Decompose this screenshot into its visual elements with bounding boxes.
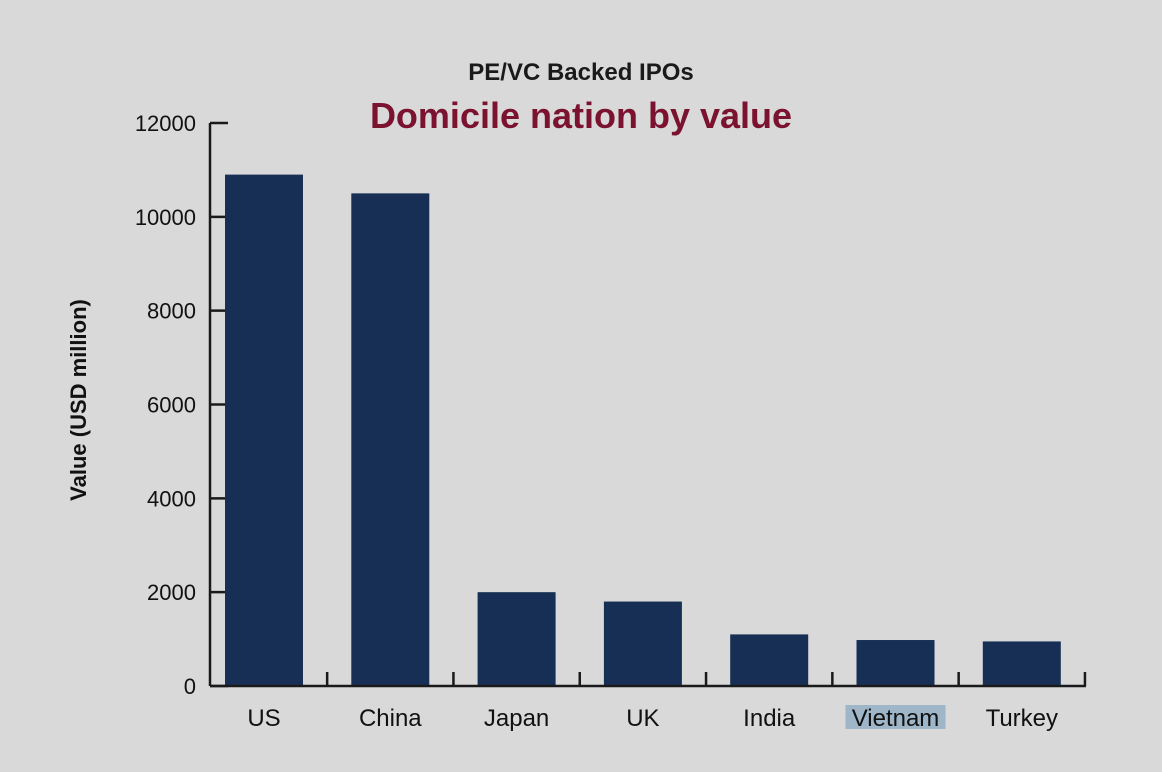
- y-axis-ticks: 0 2000 4000 6000 8000 10000 12000: [135, 111, 228, 699]
- x-category-label: Japan: [484, 705, 549, 732]
- bar-uk: [603, 601, 682, 686]
- y-tick-label: 0: [184, 674, 196, 699]
- y-tick-label: 4000: [147, 486, 196, 511]
- x-category-label: Turkey: [986, 705, 1058, 732]
- y-tick-label: 12000: [135, 111, 196, 136]
- text-selection-highlight: [845, 705, 946, 729]
- y-tick-label: 6000: [147, 393, 196, 418]
- x-category-label: India: [743, 705, 796, 732]
- bar-japan: [477, 592, 556, 686]
- y-tick-label: 10000: [135, 205, 196, 230]
- y-tick-label: 8000: [147, 299, 196, 324]
- chart-subtitle: PE/VC Backed IPOs: [468, 59, 693, 86]
- bar-turkey: [982, 641, 1061, 686]
- highlight-layer: [845, 705, 946, 729]
- chart-title: Domicile nation by value: [370, 95, 792, 136]
- bar-us: [225, 174, 303, 686]
- y-tick-label: 2000: [147, 580, 196, 605]
- y-axis-title: Value (USD million): [66, 299, 91, 501]
- bar-china: [351, 193, 430, 686]
- x-category-label: UK: [626, 705, 659, 732]
- x-category-label: Vietnam: [852, 705, 940, 732]
- x-category-label: US: [247, 705, 280, 732]
- bar-india: [730, 634, 809, 686]
- bars-group: [225, 174, 1061, 686]
- bar-vietnam: [856, 640, 935, 686]
- x-axis-ticks: US China Japan UK India Vietnam Turkey: [247, 672, 1087, 732]
- x-category-label: China: [359, 705, 422, 732]
